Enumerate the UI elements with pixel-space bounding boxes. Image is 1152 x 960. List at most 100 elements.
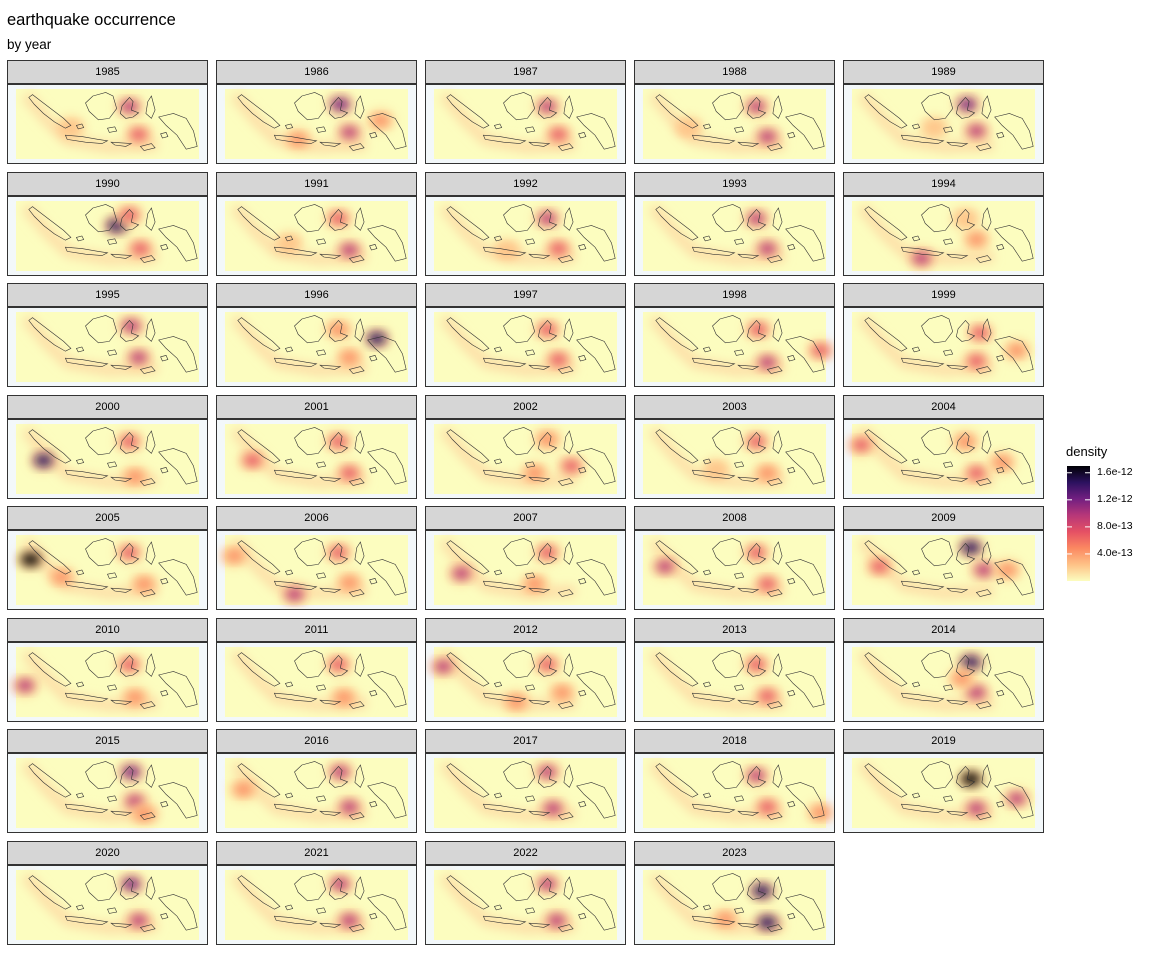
island-outline xyxy=(785,113,825,150)
island-outline xyxy=(28,94,72,129)
facet-strip-label: 1989 xyxy=(843,60,1044,84)
density-map-2004 xyxy=(847,424,1035,494)
island-outline xyxy=(943,795,954,802)
island-outline xyxy=(75,123,85,130)
island-outline xyxy=(354,653,365,677)
island-outline xyxy=(943,572,954,579)
density-hotspot xyxy=(34,453,53,467)
facet-plot-area xyxy=(216,753,417,833)
island-outline xyxy=(503,873,536,902)
density-hotspot xyxy=(330,323,347,336)
facet-panel-1996: 1996 xyxy=(216,283,417,387)
island-outline xyxy=(955,96,976,119)
facet-plot-area xyxy=(425,642,626,722)
island-outline xyxy=(578,132,587,139)
island-outline xyxy=(160,132,169,139)
facet-panel-2003: 2003 xyxy=(634,395,835,499)
island-outline xyxy=(158,225,198,262)
facet-panel-1999: 1999 xyxy=(843,283,1044,387)
facet-strip-label: 2016 xyxy=(216,729,417,753)
island-outline xyxy=(576,782,616,819)
facet-plot-area xyxy=(216,642,417,722)
density-map-2013 xyxy=(643,647,826,717)
island-outline xyxy=(525,572,536,579)
island-outline xyxy=(655,317,699,352)
density-hotspot xyxy=(971,327,989,339)
island-outline xyxy=(864,429,908,464)
island-outline xyxy=(528,810,551,816)
density-map-1994 xyxy=(852,201,1035,271)
island-outline xyxy=(911,123,921,130)
island-outline xyxy=(369,690,378,697)
density-hotspot xyxy=(550,128,567,141)
density-map-1991 xyxy=(225,201,408,271)
island-outline xyxy=(367,671,407,708)
island-outline xyxy=(737,922,760,928)
facet-plot-area xyxy=(7,419,208,499)
density-hotspot xyxy=(538,877,557,891)
island-outline xyxy=(328,654,349,677)
island-outline xyxy=(348,701,365,709)
density-hotspot xyxy=(331,877,350,891)
island-outline xyxy=(772,653,783,677)
density-map-2005 xyxy=(16,535,199,605)
island-outline xyxy=(955,208,976,231)
density-hotspot xyxy=(748,546,765,559)
island-outline xyxy=(772,95,783,119)
density-hotspot xyxy=(758,242,777,255)
island-outline xyxy=(996,244,1005,251)
facet-strip-label: 1985 xyxy=(7,60,208,84)
island-outline xyxy=(981,541,992,565)
island-outline xyxy=(994,559,1034,596)
density-hotspot xyxy=(340,243,359,257)
density-map-2020 xyxy=(16,870,199,940)
density-map-2012 xyxy=(429,647,617,717)
legend-colorbar-svg xyxy=(1067,466,1090,581)
legend-gradient xyxy=(1067,466,1090,581)
island-outline xyxy=(319,922,342,928)
facet-strip-label: 2004 xyxy=(843,395,1044,419)
island-outline xyxy=(557,366,574,374)
island-outline xyxy=(578,467,587,474)
island-outline xyxy=(237,652,281,687)
density-hotspot xyxy=(127,471,143,482)
facet-strip-label: 2010 xyxy=(7,618,208,642)
facet-strip-label: 1992 xyxy=(425,172,626,196)
island-outline xyxy=(737,476,760,482)
facet-panel-2011: 2011 xyxy=(216,618,417,722)
island-outline xyxy=(557,812,574,820)
island-outline xyxy=(158,782,198,819)
island-outline xyxy=(943,684,954,691)
facet-panel-2004: 2004 xyxy=(843,395,1044,499)
island-outline xyxy=(110,141,133,147)
density-hotspot xyxy=(526,578,543,590)
island-outline xyxy=(160,467,169,474)
facet-plot-area xyxy=(7,530,208,610)
island-outline xyxy=(145,876,156,900)
island-outline xyxy=(766,255,783,263)
island-outline xyxy=(160,690,169,697)
island-outline xyxy=(237,94,281,129)
island-outline xyxy=(746,431,767,454)
island-outline xyxy=(921,204,954,233)
facet-strip-label: 2018 xyxy=(634,729,835,753)
island-outline xyxy=(655,540,699,575)
facet-panel-2002: 2002 xyxy=(425,395,626,499)
facet-plot-area xyxy=(425,753,626,833)
density-hotspot xyxy=(968,467,985,479)
density-hotspot xyxy=(372,115,389,126)
facet-strip-label: 1996 xyxy=(216,283,417,307)
island-outline xyxy=(319,476,342,482)
island-outline xyxy=(348,255,365,263)
island-outline xyxy=(354,876,365,900)
island-outline xyxy=(563,653,574,677)
density-hotspot xyxy=(752,884,772,898)
island-outline xyxy=(911,235,921,242)
density-hotspot xyxy=(452,567,471,580)
island-outline xyxy=(563,541,574,565)
island-outline xyxy=(785,448,825,485)
density-map-2022 xyxy=(434,870,617,940)
island-outline xyxy=(691,134,736,144)
island-outline xyxy=(746,765,767,788)
island-outline xyxy=(746,319,767,342)
